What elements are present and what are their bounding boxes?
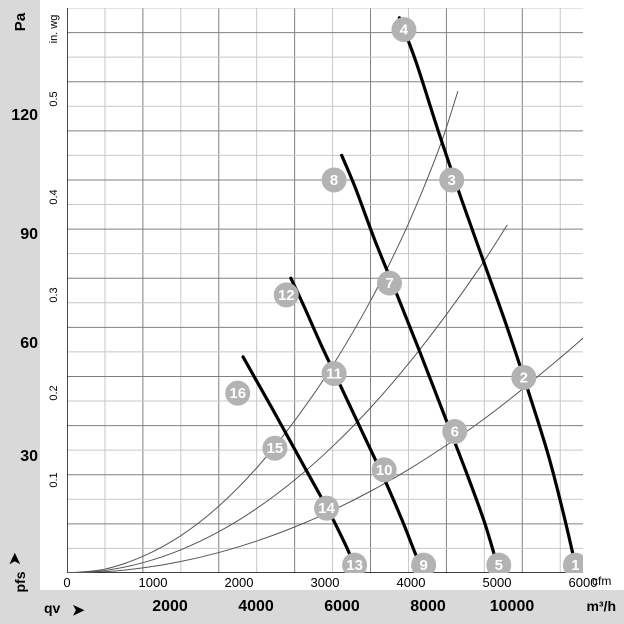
marker-circle-13[interactable]: [342, 552, 368, 573]
marker-circle-16[interactable]: [225, 380, 251, 406]
cfm-tick-3000: 3000: [310, 575, 340, 590]
marker-circle-7[interactable]: [377, 270, 402, 296]
pa-tick-90: 90: [20, 226, 38, 243]
marker-label-5: 5: [495, 557, 503, 573]
cfm-tick-0: 0: [63, 575, 71, 590]
curve-fan-curve-2: [340, 153, 499, 567]
curve-fan-curve-1: [397, 16, 578, 567]
cfm-tick-1000: 1000: [138, 575, 168, 590]
m3h-tick-4000: 4000: [238, 598, 274, 615]
cfm-unit-label: cfm: [592, 574, 612, 588]
marker-label-10: 10: [376, 462, 393, 479]
curve-fan-curve-4: [241, 355, 357, 567]
marker-label-4: 4: [400, 22, 409, 39]
marker-12[interactable]: 12: [273, 282, 299, 308]
cfm-tick-5000: 5000: [482, 575, 512, 590]
marker-circle-3[interactable]: [439, 167, 465, 193]
marker-8[interactable]: 8: [321, 167, 347, 193]
marker-label-15: 15: [267, 440, 284, 457]
pa-tick-120: 120: [11, 107, 38, 124]
marker-circle-5[interactable]: [486, 552, 512, 573]
marker-circle-10[interactable]: [371, 457, 397, 483]
marker-circle-6[interactable]: [442, 419, 468, 445]
marker-13[interactable]: 13: [342, 552, 368, 573]
pa-unit-label: Pa: [12, 12, 29, 32]
inwg-tick-0.1: 0.1: [48, 472, 60, 488]
bottom-unit-band: [0, 590, 624, 624]
curve-system-curve-2: [67, 224, 508, 573]
m3h-unit-label: m³/h: [586, 598, 616, 614]
marker-circle-9[interactable]: [411, 552, 437, 573]
qv-arrow-icon: ➤: [72, 602, 85, 619]
fan-curves: [241, 16, 578, 570]
marker-label-12: 12: [278, 287, 295, 304]
marker-5[interactable]: 5: [486, 552, 512, 573]
m3h-tick-8000: 8000: [410, 598, 446, 615]
m3h-tick-2000: 2000: [152, 598, 188, 615]
cfm-tick-4000: 4000: [396, 575, 426, 590]
plot-area: 1 2 3 4 5 6 7 8 9 10 11 12 13 14 15 16: [67, 8, 583, 573]
marker-circle-15[interactable]: [262, 435, 288, 461]
marker-circle-14[interactable]: [314, 495, 340, 521]
marker-label-13: 13: [346, 557, 363, 573]
marker-circle-11[interactable]: [321, 361, 347, 387]
m3h-tick-10000: 10000: [489, 598, 535, 615]
marker-3[interactable]: 3: [439, 167, 465, 193]
inwg-unit-label: in. wg: [48, 14, 60, 44]
grid-lines: [67, 8, 583, 573]
marker-16[interactable]: 16: [225, 380, 251, 406]
inwg-tick-0.4: 0.4: [48, 189, 60, 205]
marker-label-6: 6: [451, 424, 459, 441]
marker-10[interactable]: 10: [371, 457, 397, 483]
pa-tick-60: 60: [20, 335, 38, 352]
inwg-tick-0.5: 0.5: [48, 91, 60, 107]
cfm-tick-2000: 2000: [224, 575, 254, 590]
left-unit-band: [0, 0, 40, 590]
marker-label-7: 7: [385, 275, 393, 292]
marker-circle-1[interactable]: [562, 552, 583, 573]
marker-6[interactable]: 6: [442, 419, 468, 445]
marker-label-2: 2: [520, 369, 528, 386]
curve-fan-curve-3: [289, 276, 425, 570]
marker-circle-12[interactable]: [273, 282, 299, 308]
marker-label-16: 16: [229, 385, 246, 402]
marker-14[interactable]: 14: [314, 495, 340, 521]
marker-circle-4[interactable]: [391, 17, 417, 43]
marker-11[interactable]: 11: [321, 361, 347, 387]
marker-2[interactable]: 2: [511, 364, 537, 390]
m3h-tick-6000: 6000: [324, 598, 360, 615]
marker-label-9: 9: [419, 557, 427, 573]
cfm-tick-6000: 6000: [568, 575, 598, 590]
marker-label-11: 11: [326, 366, 342, 383]
marker-label-3: 3: [448, 172, 456, 189]
inwg-tick-0.2: 0.2: [48, 385, 60, 401]
marker-15[interactable]: 15: [262, 435, 288, 461]
pfs-symbol-label: pfs: [12, 571, 28, 593]
curve-system-curve-1: [67, 91, 459, 573]
marker-label-8: 8: [330, 172, 338, 189]
marker-circle-2[interactable]: [511, 364, 537, 390]
marker-label-14: 14: [318, 500, 335, 517]
pfs-arrow-icon: ➤: [6, 552, 24, 566]
marker-label-1: 1: [571, 557, 579, 573]
marker-9[interactable]: 9: [411, 552, 437, 573]
marker-4[interactable]: 4: [391, 17, 417, 43]
qv-symbol-label: qv: [44, 600, 61, 616]
marker-7[interactable]: 7: [377, 270, 402, 296]
marker-1[interactable]: 1: [562, 552, 583, 573]
marker-circle-8[interactable]: [321, 167, 347, 193]
pa-tick-30: 30: [20, 448, 38, 465]
inwg-tick-0.3: 0.3: [48, 287, 60, 303]
